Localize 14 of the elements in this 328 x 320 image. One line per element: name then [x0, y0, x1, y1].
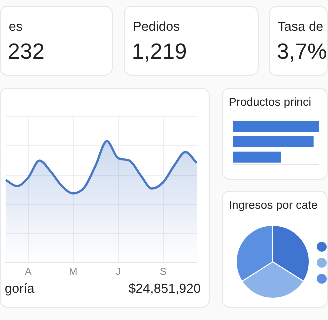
text: 3,7% — [277, 39, 328, 65]
text: $24,851,920 — [128, 281, 201, 296]
chart-title: Productos princi — [229, 97, 312, 109]
text: Pedidos — [133, 19, 180, 34]
text: 1,219 — [132, 39, 188, 65]
chart-title: Ingresos por cate — [229, 200, 318, 212]
x-tick-label: J — [116, 266, 121, 278]
text: Tasa de — [278, 19, 324, 34]
x-tick-label: A — [25, 266, 32, 278]
x-tick-label: S — [160, 266, 167, 278]
text: goría — [5, 281, 35, 296]
text: es — [9, 19, 23, 34]
text: 232 — [8, 39, 45, 65]
x-tick-label: M — [69, 266, 78, 278]
